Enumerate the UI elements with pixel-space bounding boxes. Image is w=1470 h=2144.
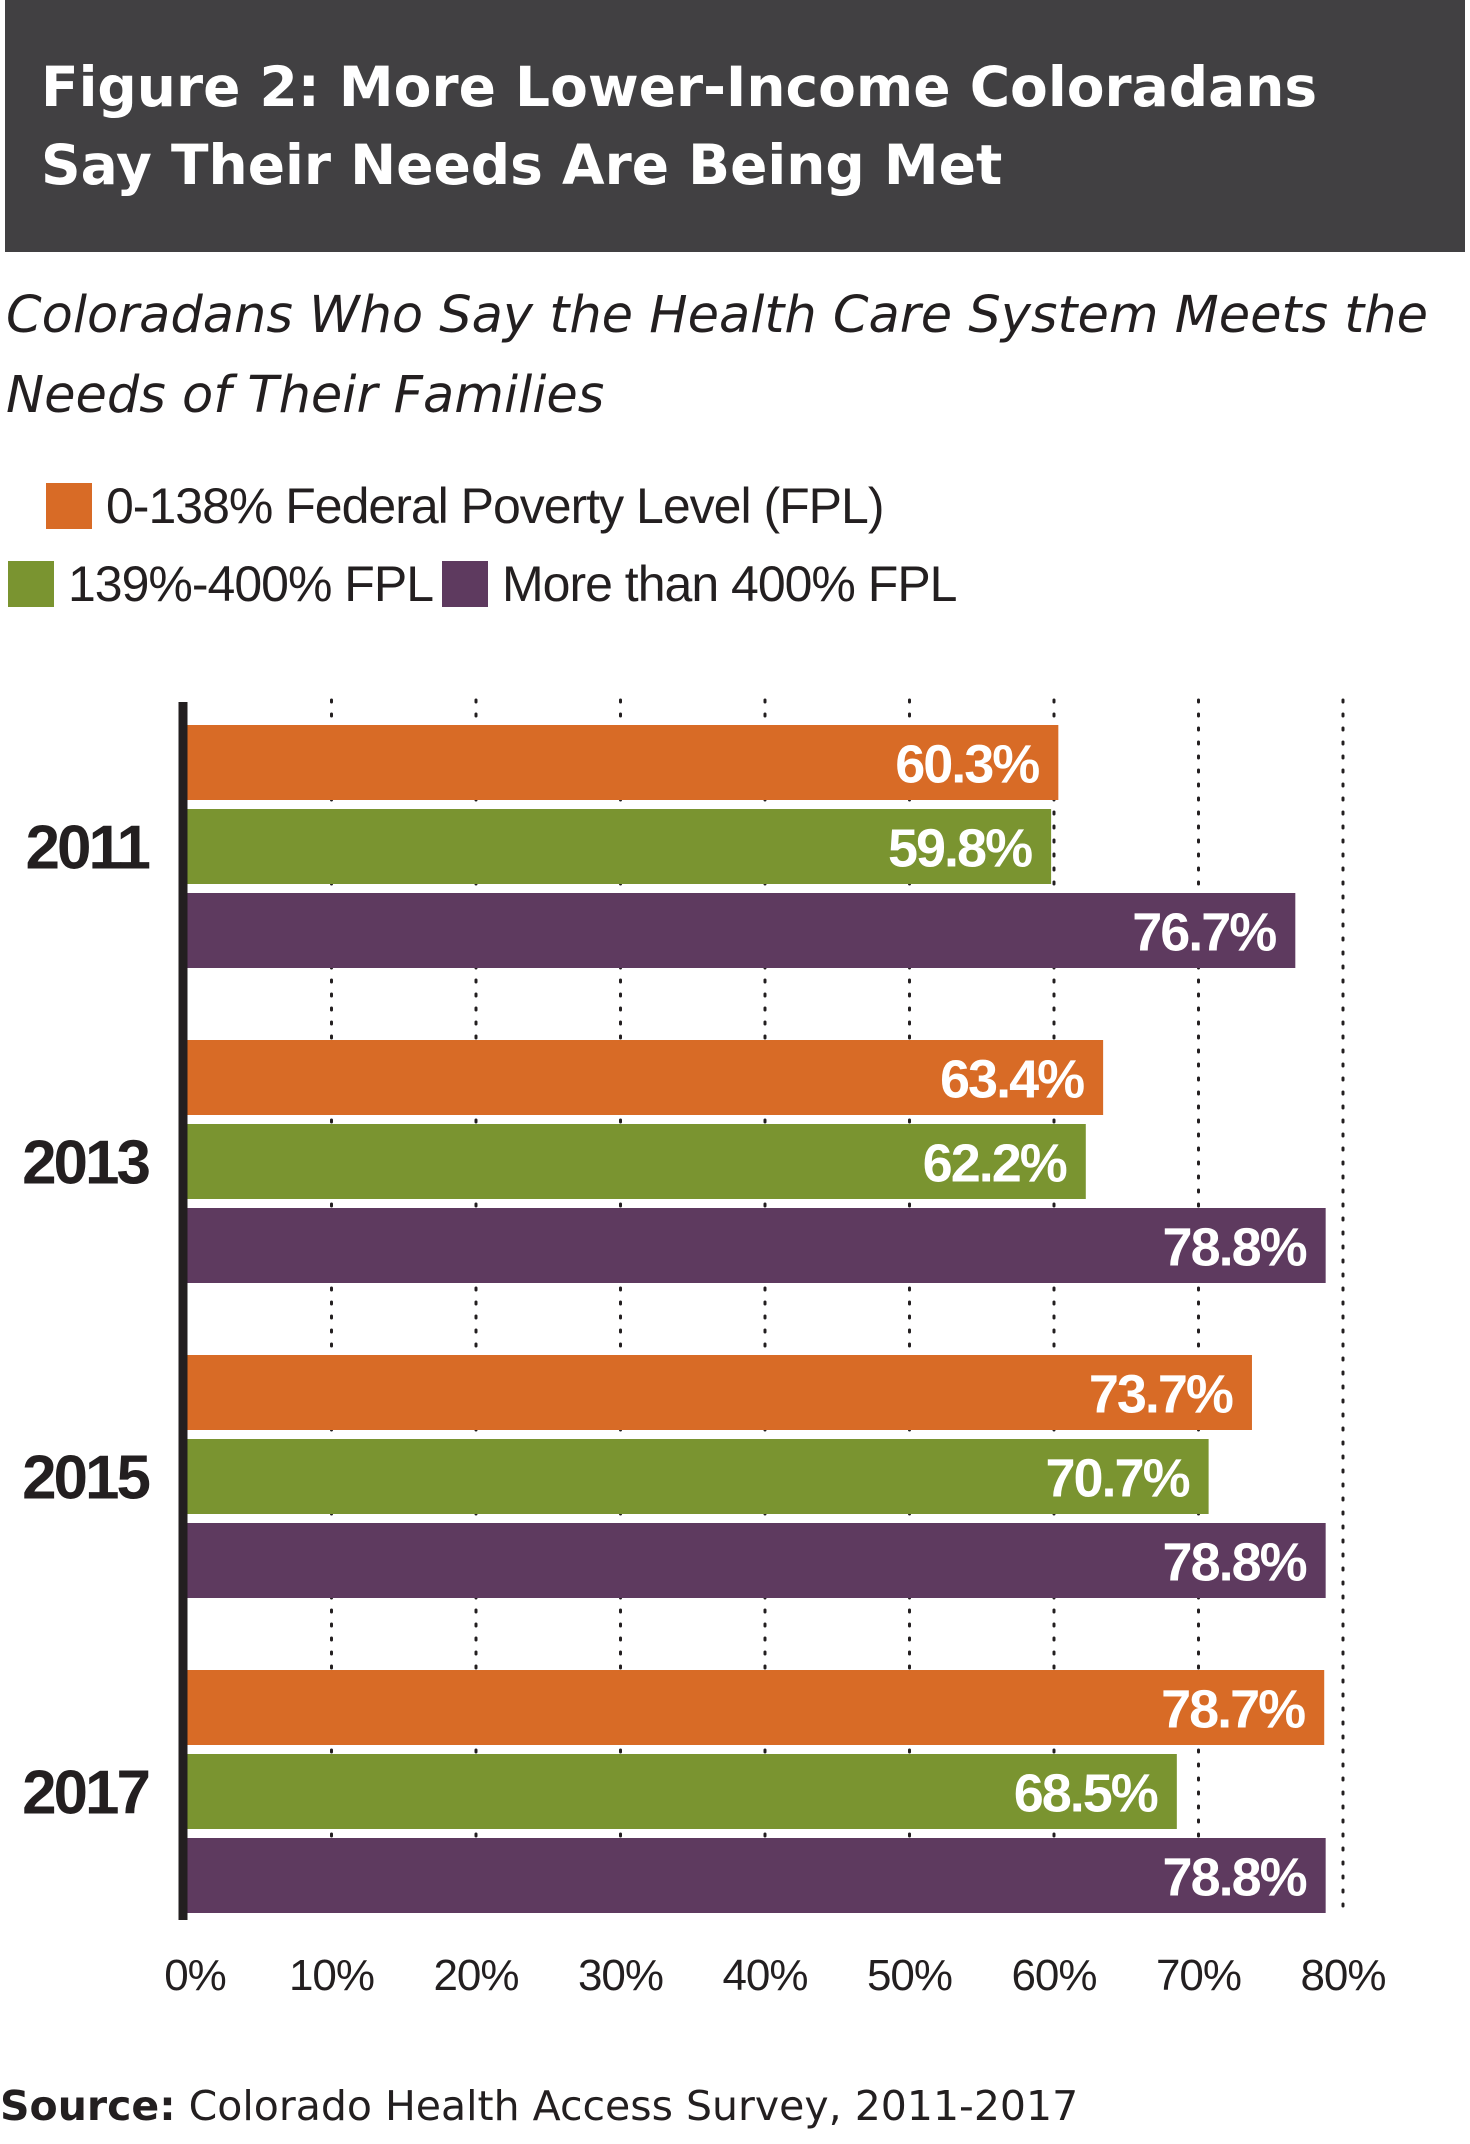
legend-item-high-income: More than 400% FPL <box>442 554 957 614</box>
legend: 0-138% Federal Poverty Level (FPL) 139%-… <box>0 476 1300 636</box>
legend-swatch-purple <box>442 561 488 607</box>
source-note: Source: Colorado Health Access Survey, 2… <box>0 2082 1078 2130</box>
bar <box>187 1838 1326 1913</box>
category-label: 2011 <box>25 814 149 883</box>
bar <box>187 893 1296 968</box>
bar <box>187 725 1059 800</box>
legend-label-mid-income: 139%-400% FPL <box>68 556 434 612</box>
figure-title: Figure 2: More Lower-Income Coloradans S… <box>41 55 1318 197</box>
bar <box>187 1040 1104 1115</box>
bar-value-label: 78.8% <box>1163 1218 1307 1278</box>
bar <box>187 1523 1326 1598</box>
x-tick-label: 60% <box>1011 1951 1096 2000</box>
x-tick-label: 20% <box>433 1951 518 2000</box>
x-tick-label: 10% <box>289 1951 374 2000</box>
legend-swatch-orange <box>46 483 92 529</box>
bar-value-label: 70.7% <box>1045 1449 1189 1509</box>
bar <box>187 1124 1086 1199</box>
bar-value-label: 60.3% <box>895 735 1039 795</box>
legend-swatch-green <box>8 561 54 607</box>
legend-item-mid-income: 139%-400% FPL <box>8 554 434 614</box>
bar-chart: 60.3% 59.8% 76.7% 2011 63.4% 62.2% 78.8% 2013 73… <box>22 698 1387 2000</box>
chart-subtitle: Coloradans Who Say the Health Care Syste… <box>6 286 1428 425</box>
bar-value-label: 78.7% <box>1161 1680 1305 1740</box>
bar <box>187 1670 1325 1745</box>
bar <box>187 1754 1177 1829</box>
bar <box>187 1208 1326 1283</box>
bar <box>187 1439 1209 1514</box>
x-tick-label: 0% <box>164 1951 226 2000</box>
category-label: 2015 <box>22 1444 149 1513</box>
bar-value-label: 73.7% <box>1089 1365 1233 1425</box>
legend-item-low-income: 0-138% Federal Poverty Level (FPL) <box>46 476 884 536</box>
bar-value-label: 68.5% <box>1014 1764 1158 1824</box>
bar <box>187 1355 1252 1430</box>
bar-value-label: 63.4% <box>940 1050 1084 1110</box>
source-label: Source: <box>0 2082 176 2130</box>
x-tick-label: 40% <box>722 1951 807 2000</box>
category-label: 2017 <box>22 1759 148 1828</box>
x-tick-label: 50% <box>867 1951 952 2000</box>
bar-value-label: 62.2% <box>923 1134 1067 1194</box>
legend-label-low-income: 0-138% Federal Poverty Level (FPL) <box>106 478 884 534</box>
legend-label-high-income: More than 400% FPL <box>502 556 957 612</box>
bar-value-label: 59.8% <box>888 819 1032 879</box>
bar-value-label: 78.8% <box>1163 1848 1307 1908</box>
x-tick-label: 70% <box>1156 1951 1241 2000</box>
bar-value-label: 78.8% <box>1163 1533 1307 1593</box>
bar <box>187 809 1052 884</box>
category-label: 2013 <box>22 1129 149 1198</box>
figure-header: Figure 2: More Lower-Income Coloradans S… <box>5 0 1465 252</box>
x-tick-label: 80% <box>1300 1951 1385 2000</box>
bar-value-label: 76.7% <box>1132 903 1276 963</box>
x-tick-label: 30% <box>578 1951 663 2000</box>
source-text: Colorado Health Access Survey, 2011-2017 <box>175 2082 1079 2130</box>
